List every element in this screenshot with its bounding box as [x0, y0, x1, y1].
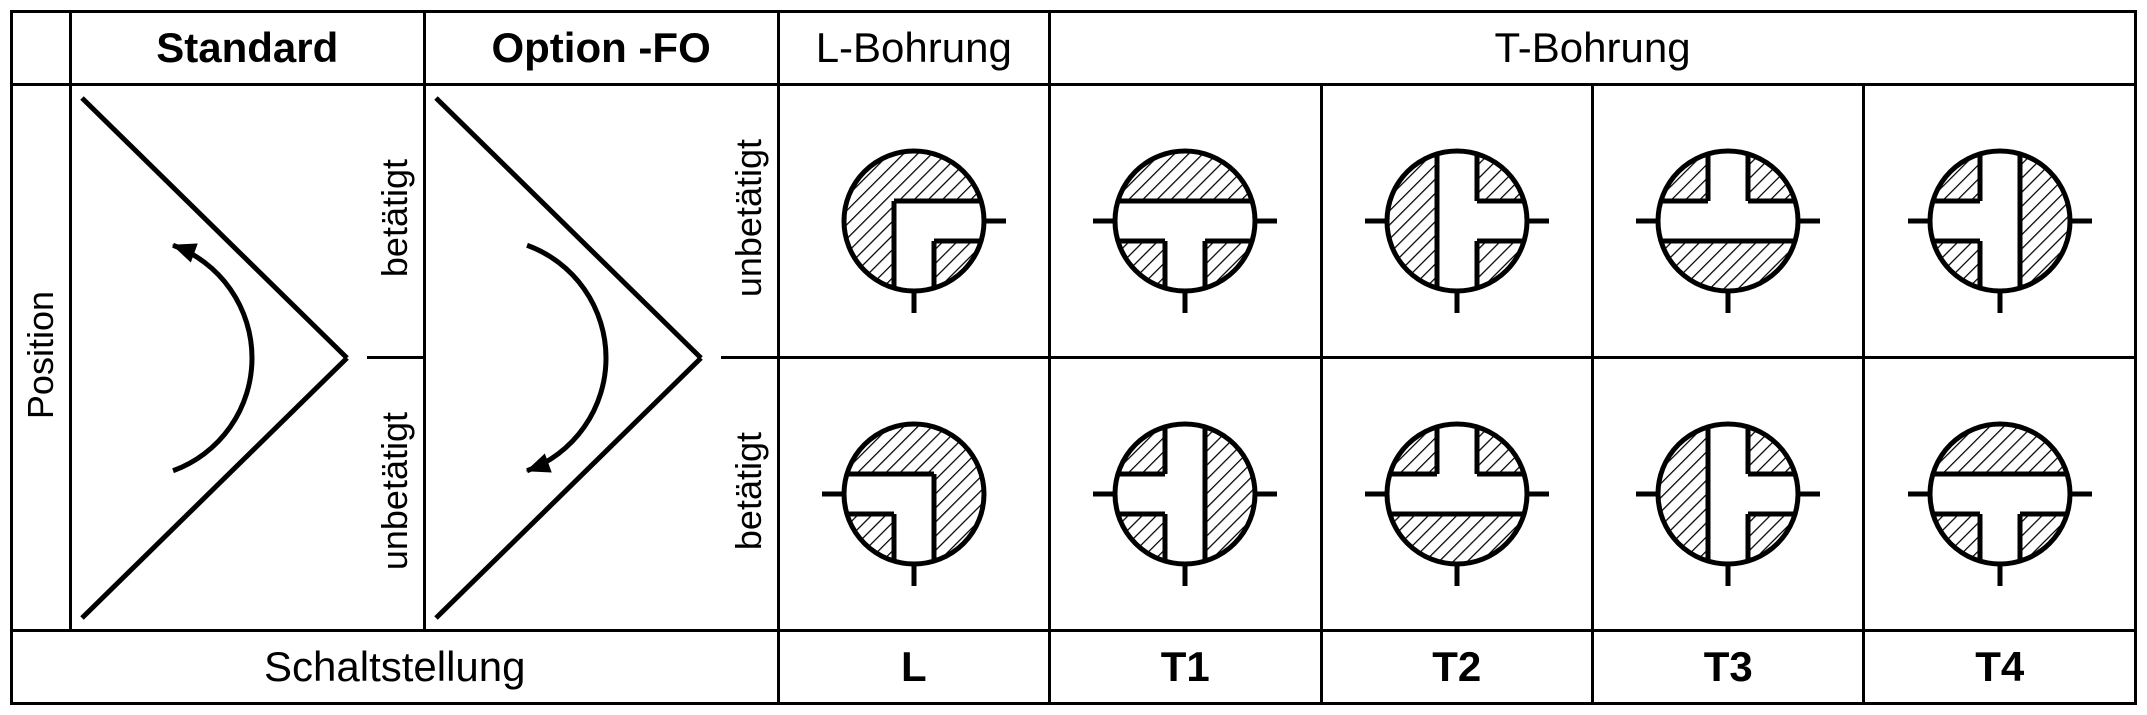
valve-T4-bot: [1890, 384, 2110, 604]
option-actuator-cell: [424, 85, 721, 631]
valve-L-bot: [804, 384, 1024, 604]
valve-T1-bot: [1075, 384, 1295, 604]
T1-top-cell: [1050, 85, 1321, 358]
T3-bot-cell: [1592, 358, 1863, 631]
option-actuator: [426, 88, 721, 628]
standard-actuator: [72, 88, 367, 628]
std-top-label-cell: betätigt: [367, 85, 424, 358]
valve-L-top: [804, 111, 1024, 331]
header-option: Option -FO: [424, 12, 778, 85]
valve-T3-bot: [1618, 384, 1838, 604]
valve-T3-top: [1618, 111, 1838, 331]
valve-T2-top: [1347, 111, 1567, 331]
footer-T3: T3: [1592, 631, 1863, 704]
valve-position-table: Standard Option -FO L-Bohrung T-Bohrung …: [10, 10, 2137, 705]
opt-top-label: unbetätigt: [728, 139, 770, 297]
header-standard: Standard: [70, 12, 424, 85]
T4-bot-cell: [1864, 358, 2136, 631]
footer-T1: T1: [1050, 631, 1321, 704]
footer-T2: T2: [1321, 631, 1592, 704]
position-label-cell: Position: [12, 85, 71, 631]
std-bot-label: unbetätigt: [374, 412, 416, 570]
T1-bot-cell: [1050, 358, 1321, 631]
valve-T4-top: [1890, 111, 2110, 331]
opt-bot-label-cell: betätigt: [721, 358, 778, 631]
valve-T1-top: [1075, 111, 1295, 331]
header-tbore: T-Bohrung: [1050, 12, 2136, 85]
footer-row: Schaltstellung L T1 T2 T3 T4: [12, 631, 2136, 704]
header-row: Standard Option -FO L-Bohrung T-Bohrung: [12, 12, 2136, 85]
std-bot-label-cell: unbetätigt: [367, 358, 424, 631]
std-top-label: betätigt: [374, 159, 416, 277]
opt-top-label-cell: unbetätigt: [721, 85, 778, 358]
footer-T4: T4: [1864, 631, 2136, 704]
T4-top-cell: [1864, 85, 2136, 358]
footer-schaltstellung: Schaltstellung: [12, 631, 779, 704]
T2-top-cell: [1321, 85, 1592, 358]
opt-bot-label: betätigt: [728, 432, 770, 550]
T3-top-cell: [1592, 85, 1863, 358]
header-lbore: L-Bohrung: [778, 12, 1049, 85]
L-bot-cell: [778, 358, 1049, 631]
footer-L: L: [778, 631, 1049, 704]
T2-bot-cell: [1321, 358, 1592, 631]
position-label: Position: [20, 291, 62, 419]
row-top: Position betätigt unbetätigt: [12, 85, 2136, 358]
L-top-cell: [778, 85, 1049, 358]
standard-actuator-cell: [70, 85, 367, 631]
corner-cell: [12, 12, 71, 85]
valve-T2-bot: [1347, 384, 1567, 604]
